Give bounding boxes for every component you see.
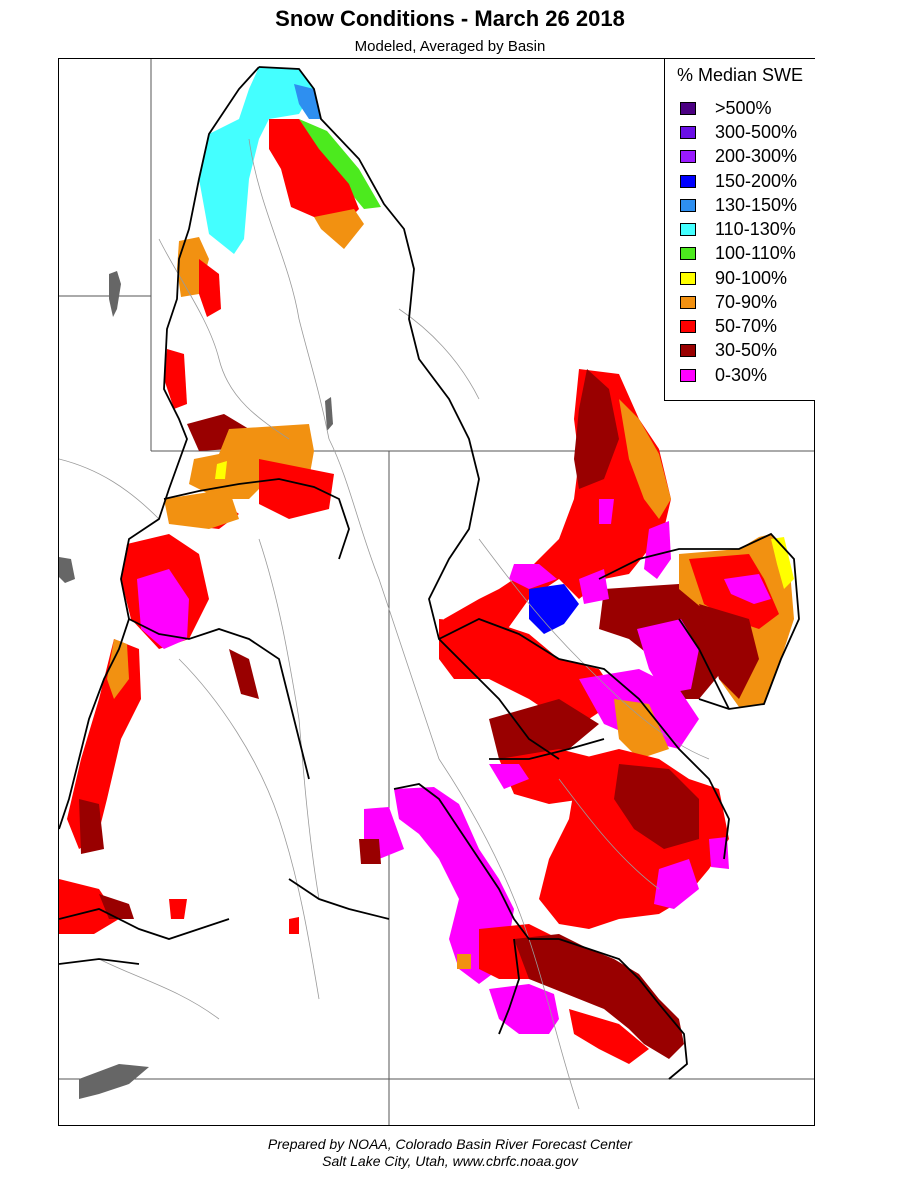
legend-swatch [680,101,696,115]
snow-regions [59,67,794,1064]
legend-label: 130-150% [715,194,798,215]
legend-swatch [680,295,696,309]
legend-label: 200-300% [715,145,798,166]
legend-label: 90-100% [715,267,788,288]
legend-item: 100-110% [680,242,796,264]
legend-item: 50-70% [680,315,777,337]
legend-title: % Median SWE [676,65,804,85]
footer-location: Salt Lake City, Utah, www.cbrfc.noaa.gov [322,1153,578,1169]
legend-label: 100-110% [715,242,796,263]
legend-swatch [680,246,696,260]
basin-boundaries [59,66,800,1080]
legend-swatch [680,271,696,285]
legend-item: 110-130% [680,218,796,240]
map-title: Snow Conditions - March 26 2018 [275,6,625,31]
legend-item: >500% [680,97,772,119]
footer-credit: Prepared by NOAA, Colorado Basin River F… [267,1136,633,1152]
map-subtitle: Modeled, Averaged by Basin [354,38,546,55]
legend-label: 70-90% [715,291,778,312]
legend-swatch [680,174,696,188]
legend-swatch [680,149,696,163]
legend-swatch [680,198,696,212]
legend-swatch [680,368,696,382]
legend-label: 0-30% [715,364,768,385]
legend-label: 50-70% [715,315,778,336]
legend-swatch [680,125,696,139]
legend-label: 30-50% [715,339,778,360]
legend-item: 150-200% [680,170,797,192]
legend-item: 200-300% [680,145,797,167]
legend-label: 150-200% [715,170,798,191]
map-canvas [59,59,814,1125]
legend-label: >500% [715,97,772,118]
lakes [59,271,333,1099]
legend-item: 90-100% [680,267,787,289]
legend-swatch [680,319,696,333]
legend: % Median SWE >500% 300-500% 200-300% 150… [664,59,815,401]
legend-item: 30-50% [680,339,777,361]
legend-label: 300-500% [715,121,798,142]
legend-swatch [680,222,696,236]
legend-item: 300-500% [680,121,797,143]
legend-item: 0-30% [680,364,767,386]
legend-label: 110-130% [715,218,796,239]
legend-swatch [680,343,696,357]
legend-item: 70-90% [680,291,777,313]
legend-item: 130-150% [680,194,797,216]
